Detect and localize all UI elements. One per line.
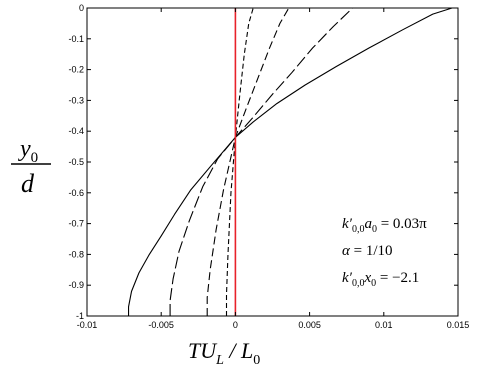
y-axis-label: y0 d <box>11 136 51 198</box>
y-tick-label: -0.5 <box>68 157 84 167</box>
y-tick-label: -0.8 <box>68 249 84 259</box>
y-tick-label: -0.2 <box>68 65 84 75</box>
annotations: k′0,0a0 = 0.03π α = 1/10 k′0,0x0 = −2.1 <box>342 216 427 289</box>
x-tick-label: 0 <box>233 320 238 330</box>
x-tick-label: -0.005 <box>148 320 174 330</box>
x-tick-label: 0.01 <box>375 320 393 330</box>
y-axis-label-denominator: d <box>21 169 35 198</box>
y-tick-label: -0.4 <box>68 126 84 136</box>
y-tick-label: -0.7 <box>68 219 84 229</box>
x-tick-label: 0.005 <box>298 320 321 330</box>
ticks: -0.01 -0.005 0 0.005 0.01 0.015 0 -0.1 -0.2 -0.3 -… <box>68 3 469 330</box>
y-tick-label: -0.6 <box>68 188 84 198</box>
y-tick-label: -0.3 <box>68 95 84 105</box>
series-line-4 <box>225 7 254 316</box>
series-line-3 <box>206 7 290 316</box>
annotation-alpha: α = 1/10 <box>342 243 393 259</box>
series-line-1 <box>128 7 453 316</box>
annotation-amplitude: k′0,0a0 = 0.03π <box>342 216 427 235</box>
annotation-position: k′0,0x0 = −2.1 <box>342 270 419 289</box>
y-tick-label: 0 <box>79 3 84 13</box>
y-axis-label-numerator: y0 <box>18 136 38 166</box>
x-axis-label: TUL / L0 <box>188 338 260 367</box>
plot-lines <box>128 7 453 316</box>
y-tick-label: -1 <box>76 311 84 321</box>
y-tick-label: -0.1 <box>68 34 84 44</box>
x-tick-label: 0.015 <box>447 320 470 330</box>
x-tick-label: -0.01 <box>77 320 98 330</box>
y-tick-label: -0.9 <box>68 280 84 290</box>
series-line-2 <box>169 7 354 316</box>
